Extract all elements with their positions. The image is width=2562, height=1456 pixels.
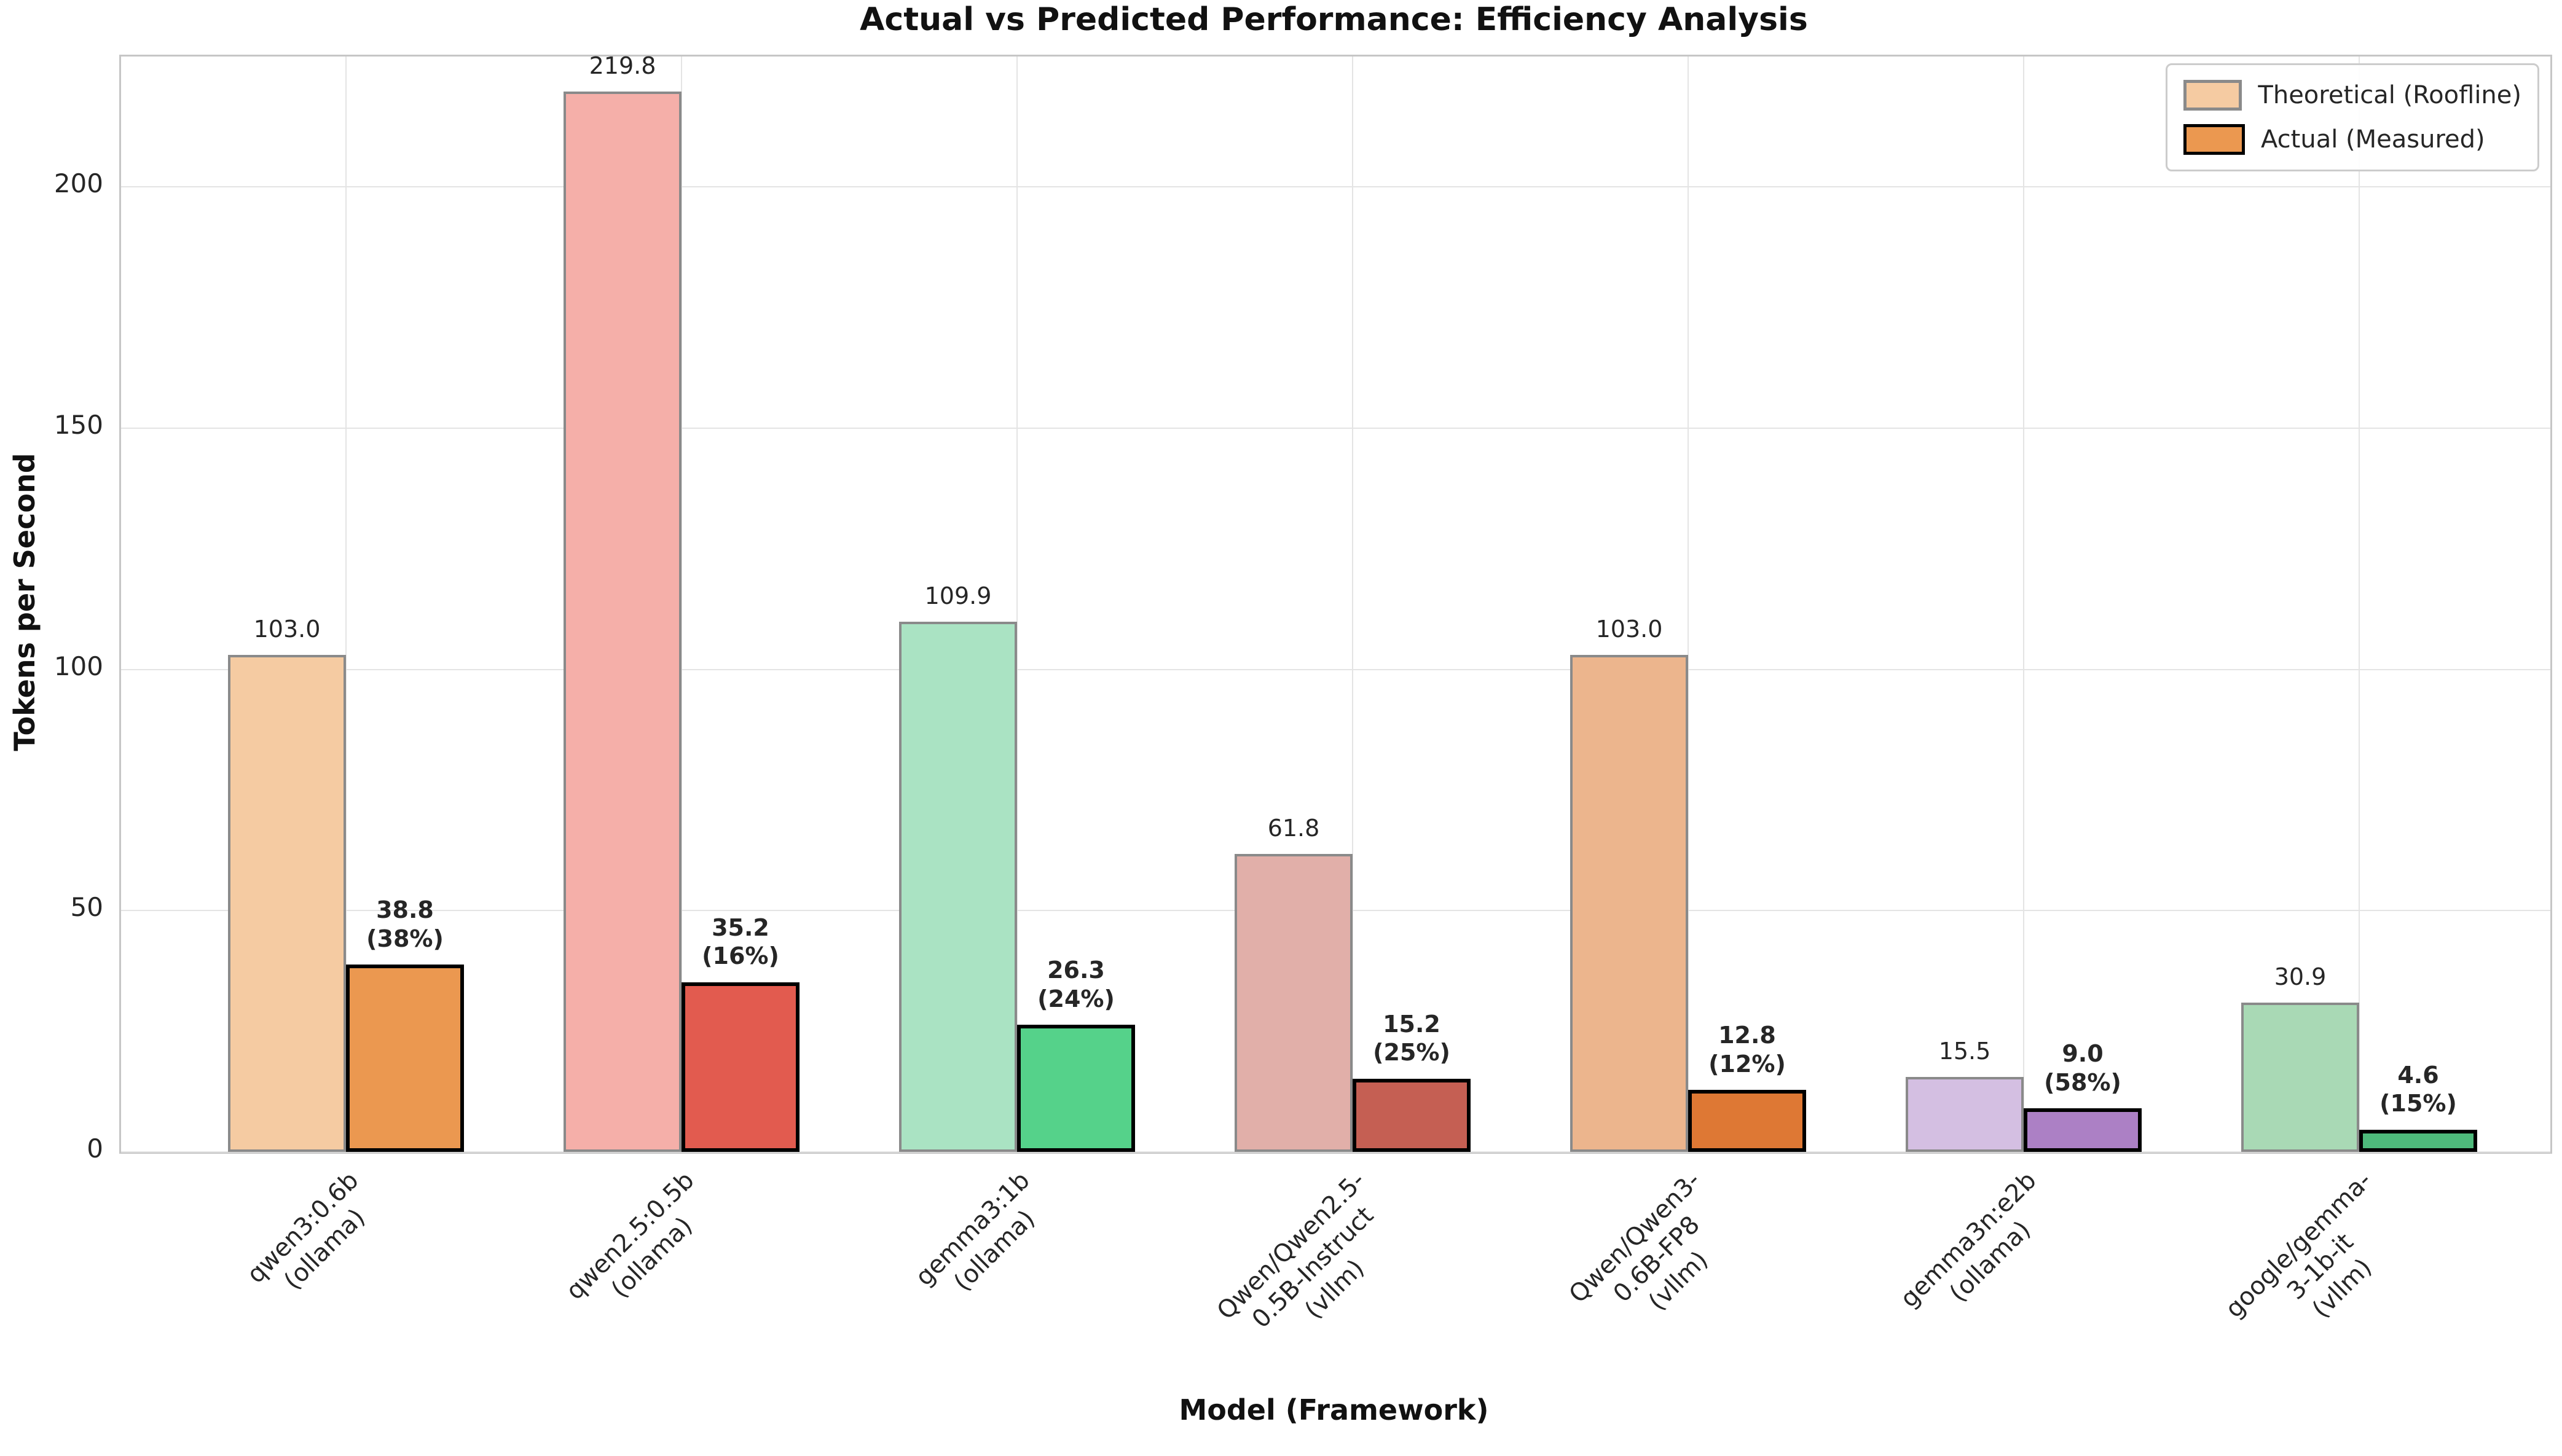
bar-actual-6 xyxy=(2359,1129,2477,1152)
bar-actual-2 xyxy=(1017,1025,1135,1152)
legend: Theoretical (Roofline) Actual (Measured) xyxy=(2166,63,2539,171)
bar-theoretical-3 xyxy=(1235,853,1353,1152)
theoretical-value-label-1: 219.8 xyxy=(589,52,656,79)
x-axis-label: Model (Framework) xyxy=(1179,1393,1489,1427)
x-gridline-4 xyxy=(1688,57,1689,1152)
actual-value-label-4: 12.8 (12%) xyxy=(1708,1022,1786,1078)
x-tick-label-0: qwen3:0.6b (ollama) xyxy=(242,1166,371,1296)
x-gridline-1 xyxy=(681,57,682,1152)
legend-label-actual: Actual (Measured) xyxy=(2261,125,2485,154)
bar-theoretical-1 xyxy=(564,91,682,1152)
actual-value-label-1: 35.2 (16%) xyxy=(702,914,779,969)
x-tick-label-5: gemma3n:e2b (ollama) xyxy=(1895,1166,2042,1313)
x-tick-label-6: google/gemma-3-1b-it (vllm) xyxy=(2220,1166,2378,1324)
x-gridline-5 xyxy=(2023,57,2024,1152)
plot-area: 103.0 38.8 (38%) 219.8 35.2 (16%) 109.9 26.3 … xyxy=(119,52,2552,1154)
actual-value-label-0: 38.8 (38%) xyxy=(366,896,444,952)
theoretical-value-label-2: 109.9 xyxy=(924,582,992,609)
bar-actual-3 xyxy=(1353,1078,1471,1152)
y-gridline-100 xyxy=(121,668,2550,670)
bar-theoretical-6 xyxy=(2241,1003,2359,1152)
y-tick-label-0: 0 xyxy=(87,1133,103,1164)
x-tick-label-3: Qwen/Qwen2.5-0.5B-Instruct (vllm) xyxy=(1211,1166,1380,1334)
x-gridline-2 xyxy=(1016,57,1018,1152)
bar-actual-4 xyxy=(1688,1090,1806,1152)
x-gridline-6 xyxy=(2359,57,2360,1152)
x-gridline-3 xyxy=(1352,57,1353,1152)
actual-value-label-3: 15.2 (25%) xyxy=(1373,1010,1450,1066)
bar-theoretical-0 xyxy=(228,654,346,1152)
legend-label-theoretical: Theoretical (Roofline) xyxy=(2258,81,2521,109)
legend-row-theoretical: Theoretical (Roofline) xyxy=(2183,80,2521,111)
x-tick-label-2: gemma3:1b (ollama) xyxy=(910,1166,1040,1297)
y-gridline-0 xyxy=(121,1151,2550,1153)
actual-value-label-5: 9.0 (58%) xyxy=(2044,1040,2121,1096)
y-tick-label-150: 150 xyxy=(53,409,103,440)
y-axis-label: Tokens per Second xyxy=(8,453,41,751)
x-tick-label-4: Qwen/Qwen3-0.6B-FP8 (vllm) xyxy=(1563,1166,1714,1317)
bar-actual-0 xyxy=(346,965,464,1152)
y-tick-label-50: 50 xyxy=(70,892,103,923)
theoretical-value-label-5: 15.5 xyxy=(1938,1038,1991,1065)
bar-actual-1 xyxy=(682,982,800,1152)
theoretical-value-label-3: 61.8 xyxy=(1267,814,1320,842)
bar-theoretical-5 xyxy=(1906,1077,2024,1152)
bar-actual-5 xyxy=(2024,1108,2142,1152)
bar-theoretical-4 xyxy=(1570,654,1688,1152)
x-tick-label-1: qwen2.5:0.5b (ollama) xyxy=(560,1166,700,1305)
bar-theoretical-2 xyxy=(899,621,1017,1152)
chart-title: Actual vs Predicted Performance: Efficie… xyxy=(860,1,1808,38)
y-gridline-150 xyxy=(121,427,2550,429)
y-tick-label-200: 200 xyxy=(53,168,103,199)
theoretical-value-label-6: 30.9 xyxy=(2274,963,2327,991)
legend-swatch-actual-icon xyxy=(2183,124,2245,155)
theoretical-value-label-0: 103.0 xyxy=(253,615,321,643)
theoretical-value-label-4: 103.0 xyxy=(1595,615,1663,643)
actual-value-label-2: 26.3 (24%) xyxy=(1037,957,1115,1012)
legend-row-actual: Actual (Measured) xyxy=(2183,124,2521,155)
y-tick-label-100: 100 xyxy=(53,651,103,681)
legend-swatch-theoretical-icon xyxy=(2183,80,2242,111)
x-gridline-0 xyxy=(345,57,347,1152)
y-gridline-200 xyxy=(121,186,2550,188)
actual-value-label-6: 4.6 (15%) xyxy=(2379,1061,2457,1117)
